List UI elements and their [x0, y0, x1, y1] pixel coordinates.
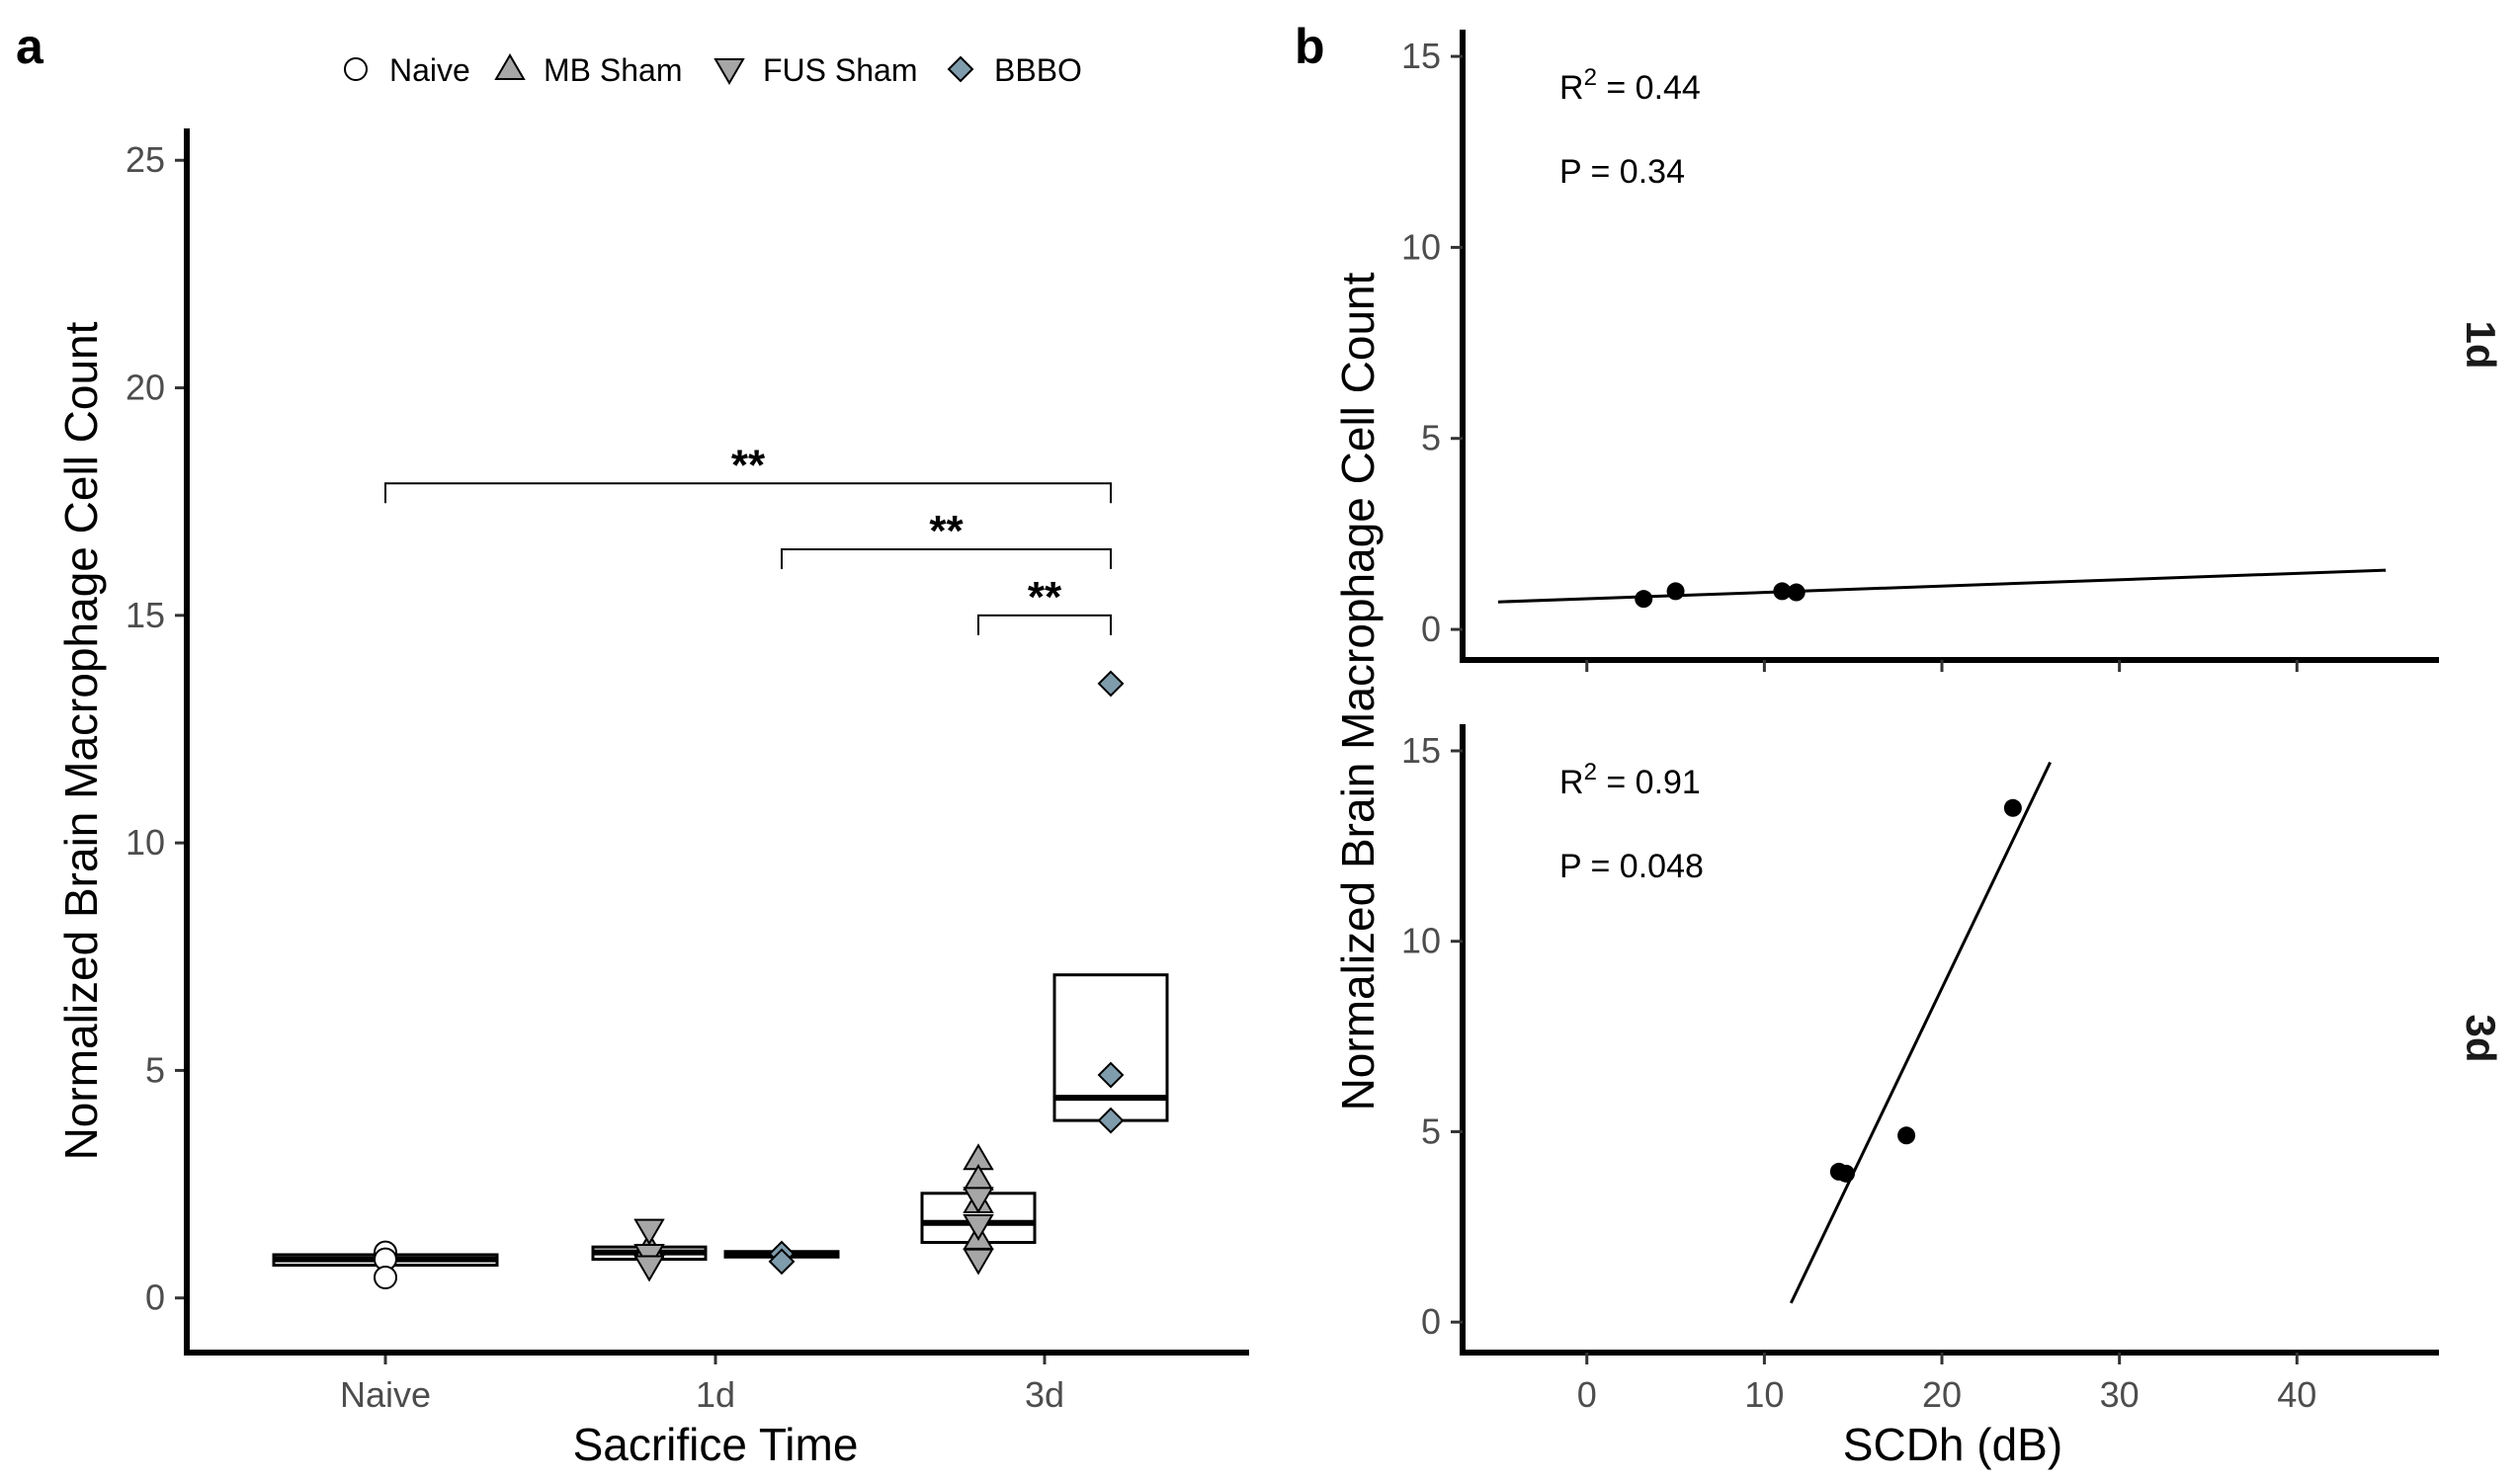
- significance-label: **: [929, 507, 964, 555]
- x-tick-label: 0: [1577, 1374, 1597, 1415]
- significance-label: **: [1028, 573, 1062, 621]
- panel-b-y-axis-title: Normalized Brain Macrophage Cell Count: [1332, 272, 1384, 1111]
- y-tick-label: 15: [1401, 730, 1441, 771]
- scatter-point: [1897, 1126, 1916, 1145]
- x-tick-label: 30: [2100, 1374, 2140, 1415]
- panel-a-points: [374, 670, 1125, 1290]
- facet-label: 1d: [2458, 320, 2504, 369]
- panel-a-ticks: 0 5 10 15 20 25 Naive 1d 3d: [126, 139, 1064, 1415]
- significance-bracket: [781, 548, 1112, 570]
- panel-letter-a: a: [16, 19, 44, 74]
- panel-a-x-axis-title: Sacrifice Time: [573, 1419, 859, 1470]
- y-tick-label: 15: [1401, 36, 1441, 76]
- significance-bracket: [977, 614, 1112, 635]
- x-tick-label: 10: [1744, 1374, 1784, 1415]
- r-squared-text: R2 = 0.44: [1559, 64, 1701, 107]
- point-bbbo: [1097, 1061, 1125, 1089]
- significance-bracket: [384, 482, 1112, 504]
- scatter-point: [1837, 1164, 1856, 1183]
- y-tick-label: 5: [1421, 1111, 1441, 1151]
- legend-marker-naive: [344, 57, 368, 81]
- point-fus-sham: [963, 1248, 994, 1276]
- legend-label: BBBO: [994, 52, 1082, 88]
- p-value-text: P = 0.34: [1559, 153, 1685, 191]
- legend-label: MB Sham: [544, 52, 682, 88]
- point-bbbo: [1097, 670, 1125, 698]
- y-tick-label: 0: [1421, 1301, 1441, 1342]
- point-fus-sham: [963, 1187, 994, 1214]
- y-tick-label: 5: [1421, 418, 1441, 458]
- scatter-point: [1773, 582, 1792, 601]
- legend-label: Naive: [389, 52, 470, 88]
- scatter-point: [1666, 582, 1685, 601]
- x-tick-label: Naive: [340, 1374, 431, 1415]
- legend-marker-fus-sham: [714, 58, 745, 85]
- x-tick-label: 40: [2277, 1374, 2316, 1415]
- legend-label: FUS Sham: [763, 52, 917, 88]
- scatter-point: [1635, 590, 1653, 609]
- legend-marker-mb-sham: [494, 53, 526, 80]
- scatter-point: [2003, 798, 2022, 817]
- p-value-text: P = 0.048: [1559, 848, 1704, 885]
- point-fus-sham: [633, 1218, 665, 1246]
- point-bbbo: [1097, 1107, 1125, 1134]
- x-tick-label: 1d: [696, 1374, 735, 1415]
- scatter-point: [1787, 583, 1806, 602]
- y-tick-label: 10: [1401, 226, 1441, 267]
- y-tick-label: 10: [1401, 921, 1441, 961]
- panel-a-boxes: [272, 973, 1169, 1268]
- panel-letter-b: b: [1295, 19, 1325, 74]
- y-tick-label: 5: [145, 1049, 165, 1090]
- y-tick-label: 10: [126, 822, 165, 863]
- regression-line: [1789, 761, 2052, 1304]
- y-tick-label: 0: [145, 1277, 165, 1318]
- panel-a-boxplot: 0 5 10 15 20 25 Naive 1d 3d ** ** ** Sacrifice Tim…: [55, 128, 1249, 1470]
- significance-label: **: [731, 441, 766, 489]
- r-squared-text: R2 = 0.91: [1559, 759, 1701, 801]
- regression-line: [1497, 568, 2387, 604]
- facet-1d: 0 5 10 15 R2 = 0.44 P = 0.34 1d: [1401, 30, 2504, 672]
- y-tick-label: 25: [126, 139, 165, 180]
- facet-3d: 0 5 10 15 0 10 20 30 40 R2 = 0.91 P = 0.048 3d: [1401, 724, 2504, 1415]
- legend: Naive MB Sham FUS Sham BBBO: [344, 52, 1082, 88]
- y-tick-label: 20: [126, 368, 165, 408]
- point-fus-sham: [633, 1255, 665, 1282]
- panel-a-significance: ** ** **: [384, 441, 1112, 635]
- panel-b-x-axis-title: SCDh (dB): [1843, 1419, 2062, 1470]
- panel-b-scatter: 0 5 10 15 R2 = 0.44 P = 0.34 1d 0 5 10 15 0 10 20 30 40…: [1332, 30, 2504, 1470]
- point-naive: [374, 1266, 397, 1290]
- y-tick-label: 15: [126, 595, 165, 635]
- point-fus-sham: [963, 1214, 994, 1242]
- legend-marker-bbbo: [947, 55, 974, 83]
- point-bbbo: [768, 1248, 796, 1276]
- x-tick-label: 20: [1922, 1374, 1962, 1415]
- y-tick-label: 0: [1421, 609, 1441, 649]
- x-tick-label: 3d: [1025, 1374, 1064, 1415]
- facet-label: 3d: [2458, 1014, 2504, 1062]
- panel-a-y-axis-title: Normalized Brain Macrophage Cell Count: [55, 321, 107, 1160]
